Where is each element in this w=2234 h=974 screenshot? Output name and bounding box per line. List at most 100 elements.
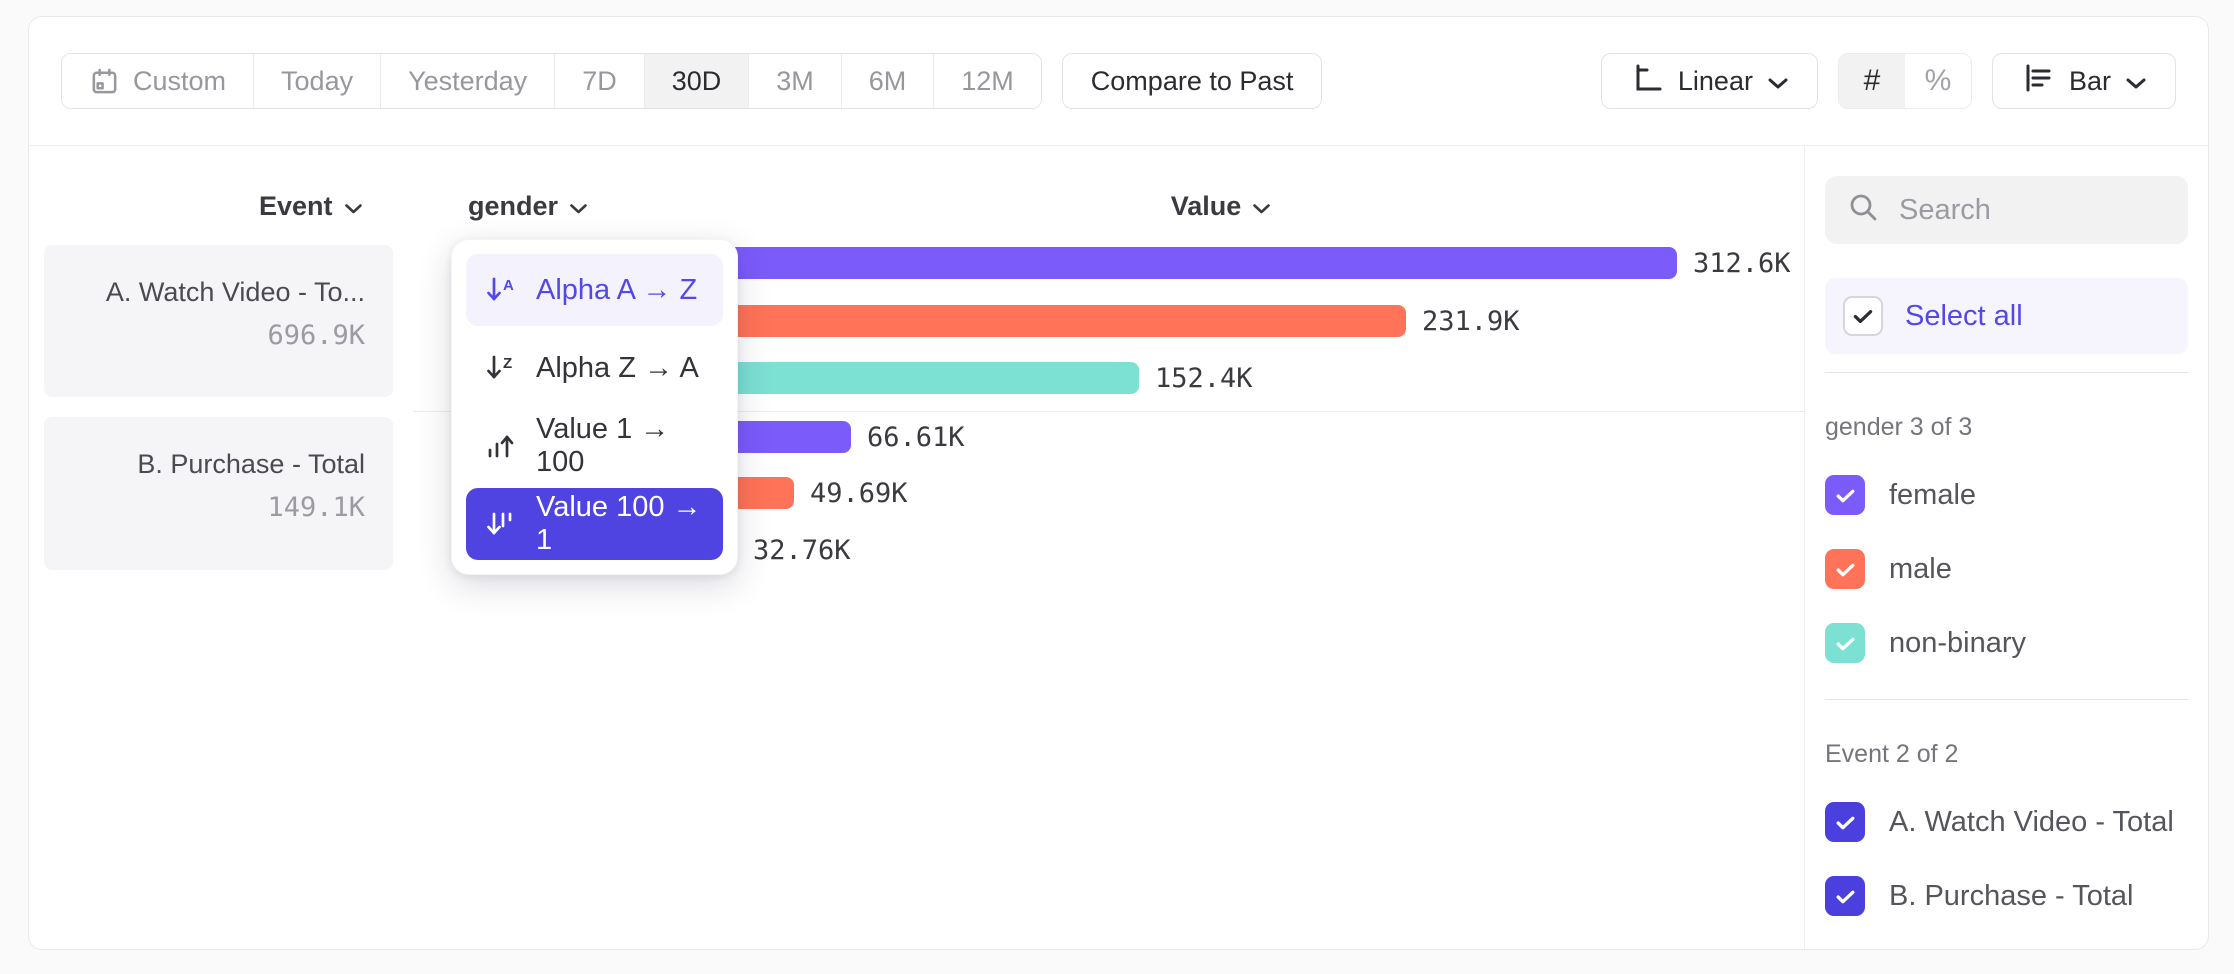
- sort-value-desc-icon: [484, 507, 518, 541]
- filter-section-rows: female male non-binary: [1825, 458, 2188, 680]
- breakdown-column-label: gender: [468, 191, 559, 221]
- bar-male[interactable]: [627, 305, 1406, 337]
- event-total: 149.1K: [267, 492, 365, 523]
- filter-sections: gender 3 of 3 female male non-binary Event 2…: [1825, 413, 2188, 933]
- checkbox-checked[interactable]: [1825, 623, 1865, 663]
- date-range-3m[interactable]: 3M: [748, 54, 841, 108]
- sort-menu-popup: A Alpha A → Z Z Alpha Z → A Value 1 → 100 Val…: [451, 239, 738, 575]
- chevron-down-icon: [2125, 66, 2147, 97]
- filter-item-label: A. Watch Video - Total: [1889, 805, 2174, 838]
- date-range-30d[interactable]: 30D: [643, 54, 749, 108]
- chevron-down-icon: [344, 204, 362, 214]
- date-range-6m[interactable]: 6M: [840, 54, 934, 108]
- filter-sidebar: Search Select all gender 3 of 3 female mal…: [1804, 146, 2208, 949]
- select-all-row[interactable]: Select all: [1825, 278, 2188, 354]
- report-main: Event gender Value A. Watch Video - To..…: [29, 146, 2208, 949]
- date-range-label: 3M: [776, 65, 814, 96]
- sort-option-alpha-desc[interactable]: Z Alpha Z → A: [466, 332, 723, 404]
- bar-value-label: 66.61K: [867, 422, 965, 453]
- date-range-today[interactable]: Today: [253, 54, 381, 108]
- chevron-down-icon: [1767, 66, 1789, 97]
- bar-value-label: 231.9K: [1422, 306, 1520, 337]
- bar-value-label: 152.4K: [1155, 363, 1253, 394]
- scale-dropdown-label: Linear: [1677, 65, 1753, 96]
- filter-item-label: non-binary: [1889, 626, 2027, 659]
- date-range-picker: Custom Today Yesterday 7D 30D 3M 6M 12M: [61, 53, 1042, 109]
- svg-text:A: A: [503, 277, 514, 294]
- bar-value-label: 49.69K: [810, 478, 908, 509]
- event-card-a[interactable]: A. Watch Video - To... 696.9K: [44, 245, 393, 397]
- toolbar-right-controls: Linear # % Bar: [1600, 53, 2176, 109]
- group-divider: [413, 411, 1806, 412]
- filter-item-b-purchase-total[interactable]: B. Purchase - Total: [1825, 859, 2188, 933]
- date-range-7d[interactable]: 7D: [554, 54, 644, 108]
- checkbox-checked[interactable]: [1825, 876, 1865, 916]
- search-input[interactable]: Search: [1825, 176, 2188, 244]
- filter-section-title: Event 2 of 2: [1825, 740, 1959, 768]
- bar-value-label: 312.6K: [1693, 248, 1791, 279]
- bar-female[interactable]: [627, 247, 1677, 279]
- checkbox-checked[interactable]: [1825, 549, 1865, 589]
- bar-value-label: 32.76K: [753, 535, 851, 566]
- linear-axis-icon: [1630, 61, 1664, 102]
- date-range-12m[interactable]: 12M: [933, 54, 1041, 108]
- value-column-header[interactable]: Value: [1131, 191, 1311, 222]
- sort-value-asc-icon: [484, 429, 518, 463]
- number-format-option[interactable]: #: [1838, 54, 1905, 108]
- filter-item-a-watch-video-total[interactable]: A. Watch Video - Total: [1825, 785, 2188, 859]
- value-column-label: Value: [1170, 191, 1242, 221]
- date-range-label: Custom: [133, 65, 227, 96]
- filter-section-rows: A. Watch Video - Total B. Purchase - Tota…: [1825, 785, 2188, 933]
- insights-report-card: Custom Today Yesterday 7D 30D 3M 6M 12M Compare…: [28, 16, 2209, 950]
- event-column-label: Event: [259, 191, 333, 221]
- scale-dropdown[interactable]: Linear: [1600, 53, 1818, 109]
- date-range-label: 30D: [671, 65, 722, 96]
- sort-option-value-desc[interactable]: Value 100 → 1: [466, 488, 723, 560]
- chart-type-dropdown[interactable]: Bar: [1991, 53, 2176, 109]
- sort-option-alpha-asc[interactable]: A Alpha A → Z: [466, 254, 723, 326]
- search-icon: [1847, 191, 1881, 230]
- percent-format-option[interactable]: %: [1924, 64, 1952, 97]
- event-column-header[interactable]: Event: [259, 191, 363, 222]
- sort-alpha-desc-icon: Z: [484, 351, 518, 385]
- sort-alpha-asc-icon: A: [484, 273, 518, 307]
- search-placeholder: Search: [1899, 193, 1991, 226]
- date-range-yesterday[interactable]: Yesterday: [380, 54, 555, 108]
- filter-section-title: gender 3 of 3: [1825, 413, 1973, 441]
- sort-option-label: Value 100 → 1: [536, 491, 702, 556]
- breakdown-column-header[interactable]: gender: [468, 191, 588, 222]
- compare-to-past-button[interactable]: Compare to Past: [1061, 53, 1323, 109]
- checkbox-checked[interactable]: [1825, 475, 1865, 515]
- filter-item-label: male: [1889, 552, 1952, 585]
- date-range-label: 7D: [582, 65, 617, 96]
- chart-area: Event gender Value A. Watch Video - To..…: [29, 146, 1806, 949]
- filter-item-label: female: [1889, 478, 1977, 511]
- sidebar-divider: [1825, 372, 2188, 373]
- toolbar: Custom Today Yesterday 7D 30D 3M 6M 12M Compare…: [29, 17, 2208, 146]
- date-range-label: Today: [281, 65, 354, 96]
- event-name: A. Watch Video - To...: [105, 277, 365, 307]
- event-card-b[interactable]: B. Purchase - Total 149.1K: [44, 417, 393, 570]
- sort-option-label: Alpha A → Z: [536, 273, 698, 306]
- event-total: 696.9K: [267, 320, 365, 351]
- select-all-label: Select all: [1905, 299, 2023, 332]
- checkbox-checked[interactable]: [1825, 802, 1865, 842]
- date-range-custom[interactable]: Custom: [62, 54, 254, 108]
- calendar-icon: [89, 66, 120, 97]
- value-format-toggle: # %: [1837, 53, 1972, 109]
- svg-text:Z: Z: [503, 355, 512, 372]
- sort-option-label: Value 1 → 100: [536, 413, 670, 478]
- event-name: B. Purchase - Total: [137, 449, 365, 479]
- date-range-label: 12M: [961, 65, 1014, 96]
- filter-item-male[interactable]: male: [1825, 532, 2188, 606]
- date-range-label: 6M: [868, 65, 907, 96]
- filter-item-label: B. Purchase - Total: [1889, 879, 2134, 912]
- sort-option-label: Alpha Z → A: [536, 351, 699, 384]
- filter-item-female[interactable]: female: [1825, 458, 2188, 532]
- filter-item-non-binary[interactable]: non-binary: [1825, 606, 2188, 680]
- date-range-label: Yesterday: [408, 65, 528, 96]
- select-all-checkbox[interactable]: [1843, 296, 1883, 336]
- chevron-down-icon: [1253, 204, 1271, 214]
- chevron-down-icon: [570, 204, 587, 214]
- sort-option-value-asc[interactable]: Value 1 → 100: [466, 410, 723, 482]
